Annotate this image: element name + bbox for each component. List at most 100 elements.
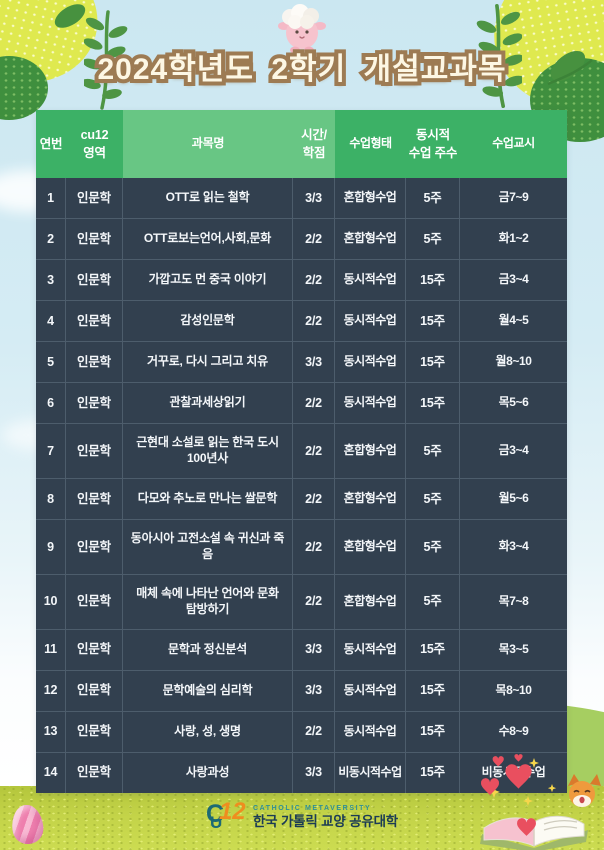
cell-weeks: 15주: [406, 670, 460, 711]
table-row: 1 인문학 OTT로 읽는 철학 3/3 혼합형수업 5주 금7~9: [36, 178, 567, 218]
logo-letter-c: C: [205, 800, 225, 828]
cell-credit: 2/2: [293, 424, 335, 478]
cell-area: 인문학: [66, 342, 123, 382]
cell-period: 목8~10: [495, 682, 532, 697]
cell-class-type: 혼합형수업: [335, 424, 406, 478]
footer-text: CATHOLIC METAVERSITY 한국 가톨릭 교양 공유대학: [253, 805, 398, 831]
cell-class-type: 동시적수업: [335, 260, 406, 300]
cell-area: 인문학: [66, 670, 123, 711]
sheep-icon: [278, 4, 326, 54]
table-row: 4 인문학 감성인문학 2/2 동시적수업 15주 월4~5: [36, 300, 567, 341]
cell-course-name: 감성인문학: [123, 301, 293, 341]
cell-class-type: 혼합형수업: [335, 519, 406, 574]
cell-no: 7: [36, 424, 66, 478]
cell-credit: 3/3: [293, 178, 335, 218]
cell-credit: 2/2: [293, 478, 335, 519]
cell-no: 11: [36, 629, 66, 670]
cell-class-type: 동시적수업: [335, 383, 406, 423]
table-row: 6 인문학 관찰과세상읽기 2/2 동시적수업 15주 목5~6: [36, 382, 567, 423]
cell-weeks: 5주: [406, 574, 460, 629]
footer-org-name: 한국 가톨릭 교양 공유대학: [252, 813, 399, 829]
table-header: 연번 cu12 영역 과목명 시간/ 학점 수업형태 동시적 수업 주수 수업교시: [36, 110, 567, 178]
cell-no: 3: [36, 260, 66, 300]
cell-no: 12: [36, 670, 66, 711]
cell-class-type: 비동시적수업: [335, 752, 406, 793]
cell-class-type: 동시적수업: [335, 629, 406, 670]
cell-class-type: 동시적수업: [335, 711, 406, 752]
fox-icon: [568, 774, 601, 807]
cell-weeks: 15주: [406, 752, 460, 793]
table-row: 10 인문학 매체 속에 나타난 언어와 문화 탐방하기 2/2 혼합형수업 5…: [36, 573, 567, 629]
cell-weeks: 15주: [406, 711, 460, 752]
cell-weeks: 5주: [406, 519, 460, 574]
cell-course-name: OTT로 읽는 철학: [123, 178, 293, 218]
cell-no: 5: [36, 342, 66, 382]
cell-area: 인문학: [66, 219, 123, 259]
logo-number: 12: [218, 798, 246, 825]
cell-course-name: 문학예술의 심리학: [123, 670, 293, 711]
cell-area: 인문학: [66, 478, 123, 519]
cell-course-name: 매체 속에 나타난 언어와 문화 탐방하기: [123, 574, 293, 629]
table-row: 13 인문학 사랑, 성, 생명 2/2 동시적수업 15주 수8~9: [36, 710, 567, 752]
cell-area: 인문학: [66, 424, 123, 478]
cell-course-name: 문학과 정신분석: [123, 629, 293, 670]
book-with-hearts-icon: [480, 754, 601, 850]
column-header: cu12 영역: [66, 110, 123, 178]
cell-weeks: 5주: [406, 424, 460, 478]
course-table: 연번 cu12 영역 과목명 시간/ 학점 수업형태 동시적 수업 주수 수업교시 1 인문…: [36, 110, 567, 793]
cell-area: 인문학: [66, 752, 123, 793]
cell-period: 금7~9: [498, 190, 529, 205]
column-header: 수업교시: [460, 110, 567, 178]
cell-weeks: 15주: [406, 301, 460, 341]
leaf-icon: [54, 4, 86, 28]
cell-area: 인문학: [66, 711, 123, 752]
cell-period: 월4~5: [498, 313, 529, 328]
cell-credit: 2/2: [293, 301, 335, 341]
column-header: 수업형태: [335, 110, 406, 178]
cell-weeks: 15주: [406, 383, 460, 423]
cell-credit: 2/2: [293, 711, 335, 752]
cell-no: 14: [36, 752, 66, 793]
leaf-branch-icon: [84, 10, 128, 110]
cell-credit: 3/3: [293, 752, 335, 793]
cell-no: 10: [36, 574, 66, 629]
cell-credit: 3/3: [293, 670, 335, 711]
table-row: 2 인문학 OTT로보는언어,사회,문화 2/2 혼합형수업 5주 화1~2: [36, 218, 567, 259]
column-header: 과목명: [123, 110, 293, 178]
table-row: 3 인문학 가깝고도 먼 중국 이야기 2/2 동시적수업 15주 금3~4: [36, 259, 567, 300]
table-row: 7 인문학 근현대 소설로 읽는 한국 도시 100년사 2/2 혼합형수업 5…: [36, 423, 567, 478]
page-title-outline: 2024학년도 2학기 개설교과목: [93, 49, 509, 90]
cell-course-name: 가깝고도 먼 중국 이야기: [123, 260, 293, 300]
cell-course-name: 거꾸로, 다시 그리고 치유: [123, 342, 293, 382]
cell-area: 인문학: [66, 383, 123, 423]
cell-area: 인문학: [66, 178, 123, 218]
cell-period: 목3~5: [498, 641, 529, 656]
cell-credit: 2/2: [293, 519, 335, 574]
cell-credit: 2/2: [293, 383, 335, 423]
cell-no: 13: [36, 711, 66, 752]
cell-area: 인문학: [66, 260, 123, 300]
cell-no: 6: [36, 383, 66, 423]
cell-course-name: 사랑과성: [123, 752, 293, 793]
cell-area: 인문학: [66, 574, 123, 629]
cell-period: 목5~6: [498, 395, 529, 410]
cell-area: 인문학: [66, 519, 123, 574]
heart-icon: [480, 754, 532, 795]
column-header: 시간/ 학점: [293, 110, 335, 178]
cell-area: 인문학: [66, 301, 123, 341]
cell-credit: 2/2: [293, 260, 335, 300]
cell-no: 2: [36, 219, 66, 259]
cell-period: 월5~6: [498, 490, 529, 505]
column-header: 연번: [36, 110, 66, 178]
cell-class-type: 혼합형수업: [335, 574, 406, 629]
cell-course-name: 근현대 소설로 읽는 한국 도시 100년사: [123, 424, 293, 478]
footer: C U 12 CATHOLIC METAVERSITY 한국 가톨릭 교양 공유…: [0, 798, 604, 836]
cell-credit: 2/2: [293, 219, 335, 259]
cell-course-name: OTT로보는언어,사회,문화: [123, 219, 293, 259]
star-icon: [488, 758, 557, 806]
page-title: 2024학년도 2학기 개설교과목 2024학년도 2학기 개설교과목: [0, 44, 604, 90]
cell-course-name: 다모와 추노로 만나는 쌀문학: [123, 478, 293, 519]
cell-period: 화3~4: [498, 538, 529, 553]
table-row: 9 인문학 동아시아 고전소설 속 귀신과 죽음 2/2 혼합형수업 5주 화3…: [36, 518, 567, 574]
